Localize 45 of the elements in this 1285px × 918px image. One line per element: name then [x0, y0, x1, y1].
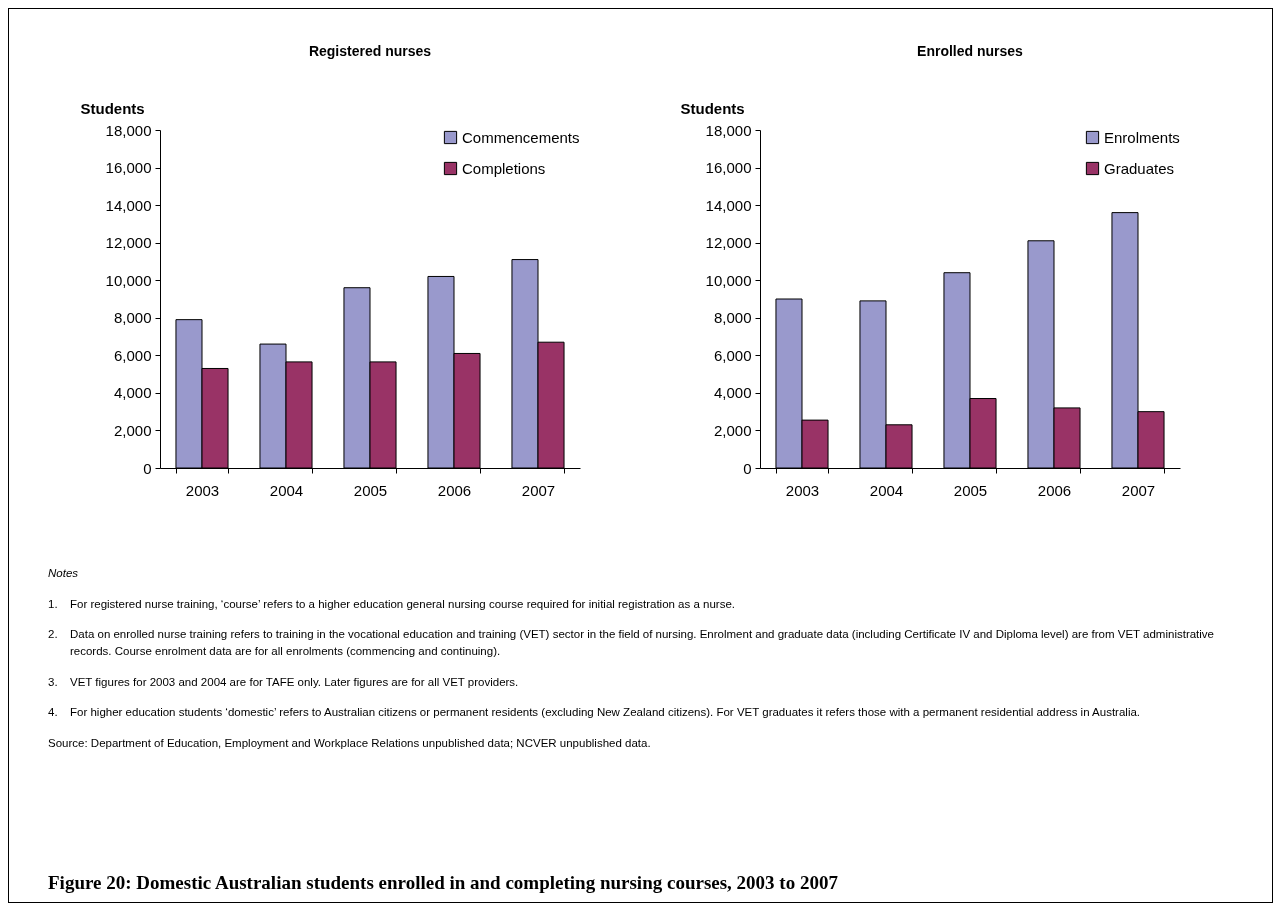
legend-label: Enrolments — [1104, 128, 1180, 146]
y-tick-label: 10,000 — [705, 271, 752, 289]
x-tick-label: 2007 — [521, 481, 556, 499]
y-tick-label: 18,000 — [705, 121, 752, 139]
y-axis-title: Students — [80, 99, 145, 117]
caption: Figure 20: Domestic Australian students enrolled in and completing nursing courses, 2003 to 2007 — [48, 872, 838, 894]
x-tick-label: 2006 — [1037, 481, 1072, 499]
y-tick-label: 8,000 — [713, 309, 752, 327]
y-tick-label: 4,000 — [113, 384, 152, 402]
y-axis-title: Students — [680, 99, 745, 117]
y-tick-label: 8,000 — [113, 309, 152, 327]
y-tick-label: 2,000 — [713, 421, 752, 439]
text: 2. Data on enrolled nurse training refers to training in the vocational education and training (VET) sector in the field of nursing. Enrolment and graduate data (including Certificate IV and Diploma level) are from VET administrative records. Course enrolment data are for all enrolments (commencing and continuing). — [48, 627, 1215, 659]
chart-title: Registered nurses — [308, 43, 432, 59]
y-tick-label: 0 — [743, 459, 752, 477]
legend-label: Graduates — [1104, 159, 1175, 177]
y-tick-label: 16,000 — [105, 159, 152, 177]
y-tick-label: 10,000 — [105, 271, 152, 289]
y-tick-label: 12,000 — [705, 234, 752, 252]
x-tick-label: 2004 — [869, 481, 904, 499]
x-tick-label: 2004 — [269, 481, 304, 499]
text: Notes — [48, 566, 80, 581]
y-tick-label: 0 — [143, 459, 152, 477]
x-tick-label: 2003 — [185, 481, 220, 499]
y-tick-label: 14,000 — [105, 196, 152, 214]
legend-label: Completions — [462, 159, 546, 177]
y-tick-label: 4,000 — [713, 384, 752, 402]
y-tick-label: 6,000 — [713, 346, 752, 364]
x-tick-label: 2005 — [353, 481, 388, 499]
y-tick-label: 6,000 — [113, 346, 152, 364]
text: 4. For higher education students ‘domestic’ refers to Australian citizens or permanent residents (excluding New Zealand citizens). For VET graduates it refers those with a permanent residential address in Australia. — [48, 705, 1142, 721]
y-tick-label: 18,000 — [105, 121, 152, 139]
x-tick-label: 2006 — [437, 481, 472, 499]
y-tick-label: 16,000 — [705, 159, 752, 177]
x-tick-label: 2007 — [1121, 481, 1156, 499]
chart-title: Enrolled nurses — [917, 43, 1024, 59]
source-note: Source: Department of Education, Employment and Workplace Relations unpublished data; NCVER unpublished data. — [48, 736, 652, 752]
y-tick-label: 2,000 — [113, 421, 152, 439]
text: 1. For registered nurse training, ‘course’ refers to a higher education general nursing course required for initial registration as a nurse. — [48, 596, 736, 612]
x-tick-label: 2003 — [785, 481, 820, 499]
legend-label: Commencements — [462, 128, 580, 146]
y-tick-label: 14,000 — [705, 196, 752, 214]
text: 3. VET figures for 2003 and 2004 are for TAFE only. Later figures are for all VET providers. — [48, 674, 520, 690]
x-tick-label: 2005 — [953, 481, 988, 499]
y-tick-label: 12,000 — [105, 234, 152, 252]
